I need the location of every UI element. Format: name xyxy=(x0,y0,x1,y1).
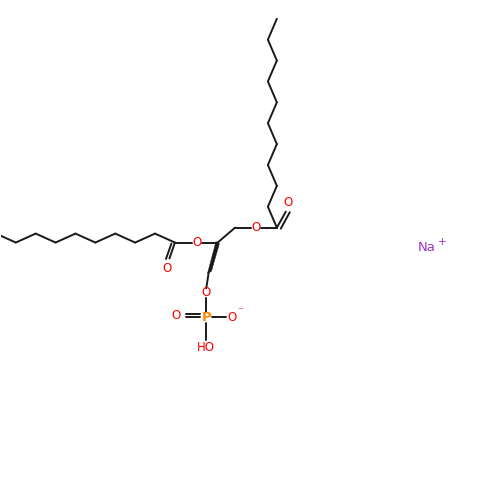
Text: O: O xyxy=(252,221,260,234)
Text: HO: HO xyxy=(197,342,215,354)
Text: Na: Na xyxy=(418,241,436,254)
Text: O: O xyxy=(284,196,293,209)
Text: O: O xyxy=(163,262,172,275)
Text: O: O xyxy=(202,286,211,299)
Text: +: + xyxy=(438,236,446,246)
Text: O: O xyxy=(192,236,202,249)
Text: O: O xyxy=(227,310,236,324)
Text: ⁻: ⁻ xyxy=(237,306,243,316)
Text: P: P xyxy=(202,310,211,324)
Text: O: O xyxy=(172,309,181,322)
Polygon shape xyxy=(208,242,220,274)
